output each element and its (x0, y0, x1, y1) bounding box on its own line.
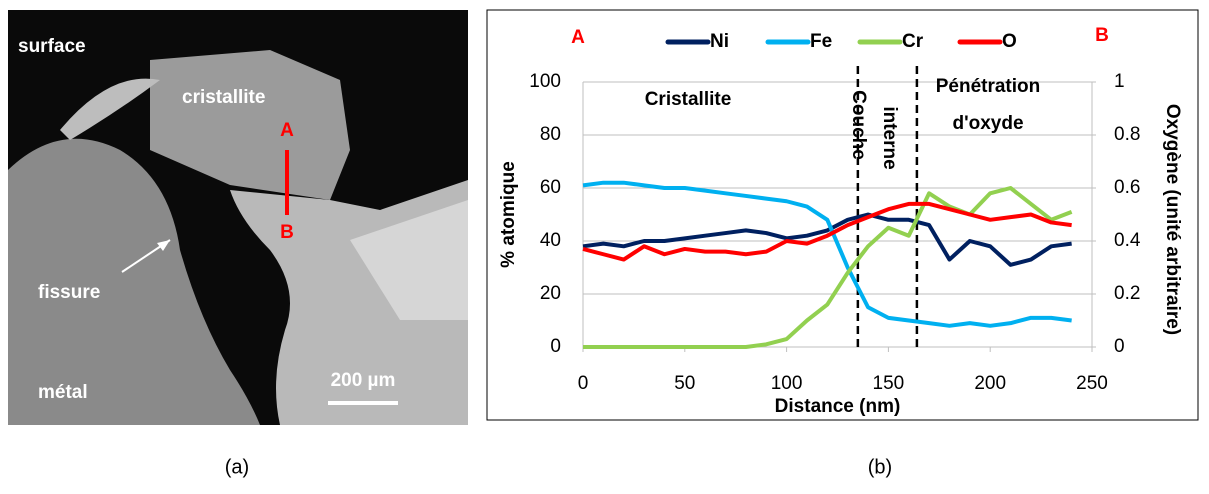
x-tick-label: 150 (873, 373, 905, 394)
x-axis-title: Distance (nm) (775, 396, 901, 417)
flake (60, 78, 160, 140)
y-tick-label: 0 (550, 336, 561, 357)
y2-tick-label: 0.6 (1114, 177, 1140, 198)
annotation: interne (879, 106, 900, 169)
series-line (583, 186, 1073, 349)
y2-tick-label: 0.8 (1114, 124, 1140, 145)
caption: (a) (225, 456, 249, 478)
micrograph-label: métal (38, 382, 88, 403)
x-tick-label: 0 (578, 373, 589, 394)
y2-tick-label: 0.2 (1114, 283, 1140, 304)
caption: (b) (868, 456, 892, 478)
annotation: Pénétration (936, 76, 1041, 97)
marker-label: A (571, 27, 585, 48)
legend-label: Cr (902, 31, 924, 52)
annotation: d'oxyde (952, 113, 1023, 134)
micrograph-label: fissure (38, 282, 100, 303)
legend-label: Ni (710, 31, 729, 52)
micrograph-label: surface (18, 36, 86, 57)
metal-region (8, 138, 260, 425)
y2-axis-title: Oxygène (unité arbitraire) (1162, 104, 1183, 335)
x-tick-label: 250 (1076, 373, 1108, 394)
annotation: Cristallite (645, 89, 732, 110)
y2-tick-label: 1 (1114, 71, 1125, 92)
series-line (582, 212, 1072, 267)
profile-label: A (280, 120, 294, 141)
legend-label: O (1002, 31, 1017, 52)
y-tick-label: 80 (540, 124, 561, 145)
bright-region (350, 200, 468, 320)
legend-label: Fe (810, 31, 832, 52)
arrow-head (157, 240, 170, 251)
marker-label: B (1095, 25, 1109, 46)
micrograph-label: cristallite (182, 87, 265, 108)
series-line (582, 201, 1072, 262)
y-tick-label: 40 (540, 230, 561, 251)
x-tick-label: 100 (771, 373, 803, 394)
y-tick-label: 100 (529, 71, 561, 92)
annotation: Couche (848, 90, 869, 160)
y2-tick-label: 0.4 (1114, 230, 1141, 251)
profile-label: B (280, 222, 294, 243)
crystallite-region (150, 50, 350, 200)
x-tick-label: 50 (674, 373, 695, 394)
y-axis-title: % atomique (498, 161, 519, 268)
x-tick-label: 200 (974, 373, 1006, 394)
y-tick-label: 60 (540, 177, 561, 198)
y-tick-label: 20 (540, 283, 561, 304)
scale-label: 200 µm (331, 370, 396, 391)
chart-frame (486, 9, 1199, 421)
series-line (582, 180, 1072, 328)
y2-tick-label: 0 (1114, 336, 1125, 357)
micrograph: surface cristallite fissure métal A B 20… (8, 10, 468, 425)
